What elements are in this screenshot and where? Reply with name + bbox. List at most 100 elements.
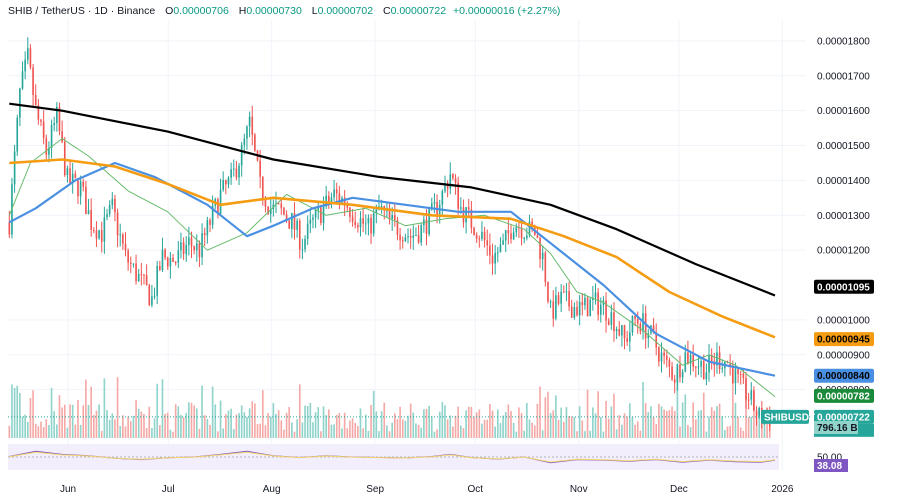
candle-body	[721, 368, 724, 370]
volume-bar	[628, 403, 631, 438]
time-axis[interactable]: Jun Jul Aug Sep Oct Nov Dec 2026	[60, 484, 794, 495]
candle-body	[695, 366, 697, 368]
candle-body	[116, 212, 119, 236]
candle-body	[106, 214, 108, 218]
volume-bar	[122, 415, 124, 438]
volume-bar	[217, 431, 219, 438]
candle-body	[24, 59, 26, 72]
grid	[8, 20, 806, 470]
candle-body	[209, 220, 211, 225]
volume-bar	[446, 419, 449, 438]
candle-body	[462, 207, 465, 223]
candle-body	[314, 209, 317, 218]
chart-header: SHIB / TetherUS · 1D · Binance O0.00000706 H…	[8, 5, 561, 17]
candle-body	[261, 176, 264, 200]
volume-bar	[586, 389, 589, 438]
candle-body	[275, 203, 277, 205]
candle-body	[114, 198, 116, 213]
volume-bar	[496, 409, 499, 438]
volume-bar	[116, 377, 119, 438]
candle-body	[396, 219, 399, 235]
candle-body	[526, 235, 528, 239]
volume-bar	[652, 416, 655, 438]
volume-bar	[227, 410, 230, 438]
price-tick-label: 0.00001700	[817, 71, 870, 82]
volume-bar	[367, 430, 370, 438]
volume-bar	[547, 391, 549, 438]
volume-bar	[731, 380, 734, 438]
candle-body	[129, 262, 132, 264]
volume-bar	[729, 425, 731, 438]
volume-bar	[483, 419, 486, 438]
volume-bar	[739, 427, 742, 438]
volume-bar	[251, 401, 254, 438]
candle-body	[195, 243, 198, 251]
candle-body	[29, 48, 32, 68]
symbol-name[interactable]: SHIB / TetherUS	[8, 5, 85, 17]
candle-body	[729, 362, 731, 366]
close-key: C	[382, 5, 391, 17]
candle-body	[193, 246, 195, 251]
candle-body	[467, 207, 470, 210]
volume-bar	[246, 416, 248, 438]
candle-body	[248, 116, 251, 127]
candle-body	[531, 221, 533, 227]
volume-bar	[705, 431, 708, 438]
candle-body	[230, 169, 232, 178]
volume-bar	[636, 421, 639, 438]
volume-bar	[357, 426, 359, 438]
candle-body	[330, 197, 333, 203]
volume-bar	[599, 416, 602, 438]
interval[interactable]: 1D	[94, 5, 108, 17]
volume-bar	[151, 427, 153, 438]
candle-body	[182, 242, 185, 254]
volume-bar	[145, 427, 148, 438]
candle-body	[19, 88, 21, 118]
volume-bar	[219, 400, 222, 438]
volume-bar	[438, 411, 441, 438]
volume-bar	[737, 416, 739, 438]
candle-body	[655, 332, 658, 348]
candle-body	[251, 116, 254, 135]
last-price-tag-bg	[814, 409, 874, 424]
candle-body	[544, 252, 547, 282]
volume-bar	[335, 414, 338, 438]
volume-bar	[417, 424, 420, 438]
volume-bar	[687, 424, 689, 438]
volume-bar	[259, 423, 261, 438]
candle-body	[185, 245, 188, 254]
candle-body	[708, 354, 710, 373]
candle-body	[254, 134, 256, 151]
volume-bar	[95, 410, 98, 438]
volume-bar	[557, 419, 560, 438]
price-tick-label: 0.00001300	[817, 211, 870, 222]
volume-bar	[724, 429, 726, 438]
ma-orange-line	[9, 158, 776, 339]
candle-body	[169, 257, 172, 267]
candle-body	[240, 144, 243, 166]
candle-body	[388, 210, 391, 220]
candle-body	[211, 205, 214, 225]
volume-bar	[32, 390, 34, 438]
volume-bar	[631, 416, 634, 438]
volume-bar	[298, 384, 301, 438]
volume-bar	[206, 418, 209, 438]
candle-body	[325, 195, 327, 207]
volume-bar	[399, 406, 401, 438]
candle-body	[298, 220, 301, 250]
open-key: O	[165, 5, 174, 17]
symbol-tag-bg	[761, 409, 809, 424]
candle-body	[198, 243, 201, 258]
candle-body	[153, 295, 156, 297]
volume-bar	[364, 414, 367, 438]
volume-label: 796.16 B	[817, 423, 858, 434]
candle-body	[441, 191, 444, 205]
candle-body	[510, 233, 512, 240]
volume-bar	[655, 424, 658, 438]
candle-body	[660, 352, 663, 362]
candle-body	[452, 174, 454, 179]
ma-orange-tag: 0.00000945	[817, 335, 870, 346]
candle-body	[710, 354, 713, 362]
volume-bar	[182, 417, 185, 438]
